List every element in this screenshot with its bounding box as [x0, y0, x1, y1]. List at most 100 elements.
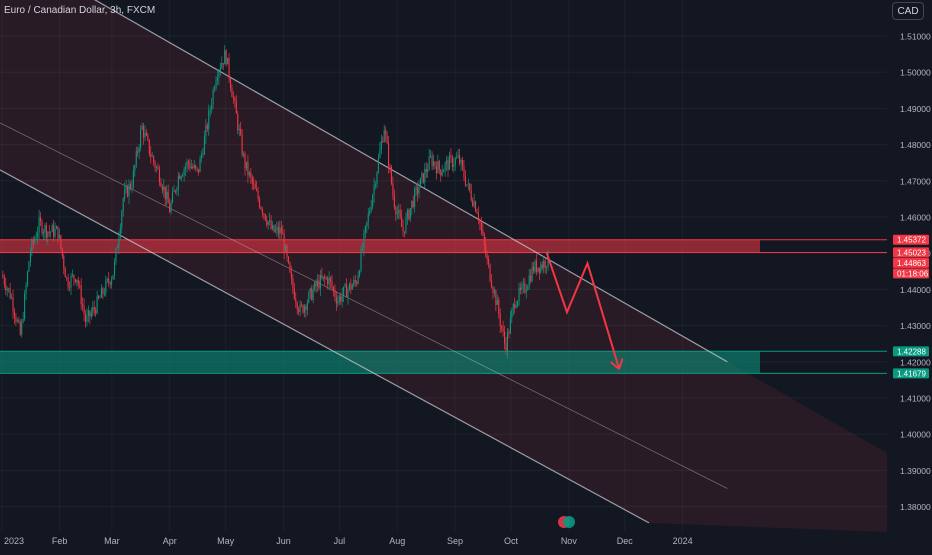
candle-body	[292, 278, 294, 289]
candle-body	[3, 277, 5, 285]
candle-body	[482, 229, 484, 234]
candle-body	[356, 282, 358, 284]
candle-body	[231, 88, 233, 97]
candle-body	[180, 176, 182, 179]
x-tick-label: Apr	[163, 536, 177, 546]
candle-body	[485, 244, 487, 256]
candle-body	[206, 125, 208, 129]
candle-body	[232, 96, 234, 99]
candle-body	[398, 210, 400, 213]
price-tag-label: 1.41679	[897, 369, 926, 378]
candle-body	[546, 266, 548, 268]
candle-body	[41, 221, 43, 234]
candle-body	[531, 266, 533, 282]
candle-body	[21, 321, 23, 335]
candle-body	[534, 260, 536, 272]
candle-body	[160, 182, 162, 187]
candle-body	[25, 285, 27, 295]
candle-body	[173, 190, 175, 193]
candle-body	[274, 229, 277, 232]
y-tick-label: 1.51000	[900, 32, 931, 42]
candle-body	[280, 227, 282, 234]
candle-body	[538, 267, 540, 273]
candle-body	[467, 183, 469, 185]
candle-body	[5, 284, 7, 291]
candle-body	[409, 208, 411, 220]
candle-body	[13, 311, 16, 317]
y-tick-label: 1.50000	[900, 68, 931, 78]
candle-body	[247, 161, 249, 176]
y-tick-label: 1.43000	[900, 321, 931, 331]
price-tag	[893, 247, 929, 258]
candle-body	[544, 260, 546, 268]
candle-body	[461, 159, 464, 167]
candle-body	[489, 264, 491, 281]
channel-midline	[0, 122, 728, 489]
channel-lower-line	[0, 169, 650, 524]
candle-body	[396, 212, 398, 215]
candle-body	[457, 155, 459, 158]
candle-body	[448, 155, 451, 170]
candle-body	[187, 161, 190, 164]
candle-body	[266, 220, 268, 225]
candle-body	[389, 166, 391, 168]
candle-body	[480, 222, 482, 230]
currency-button[interactable]: CAD	[892, 2, 924, 20]
candle-body	[515, 305, 517, 308]
candle-body	[473, 201, 475, 206]
candle-body	[437, 161, 439, 174]
candle-body	[224, 50, 226, 65]
candle-body	[479, 220, 481, 223]
replay-icon-overlay	[563, 516, 575, 528]
candle-body	[109, 282, 111, 285]
candle-body	[258, 198, 261, 208]
candle-body	[332, 287, 335, 290]
candle-body	[443, 170, 445, 173]
candle-body	[174, 190, 176, 192]
candle-body	[390, 166, 393, 184]
price-tag	[893, 257, 929, 268]
candle-body	[493, 290, 495, 293]
candle-body	[327, 278, 329, 285]
candle-body	[263, 213, 265, 215]
candle-body	[340, 296, 342, 302]
candle-body	[472, 200, 474, 206]
candle-body	[414, 189, 416, 207]
x-tick-label: Mar	[104, 536, 120, 546]
candle-body	[370, 206, 372, 212]
candle-body	[211, 104, 213, 110]
candle-body	[501, 325, 503, 329]
candle-body	[303, 306, 306, 313]
candle-body	[347, 289, 349, 298]
candle-body	[156, 167, 158, 169]
candle-body	[444, 163, 446, 171]
candle-body	[528, 275, 530, 287]
candle-body	[324, 276, 326, 279]
candle-body	[142, 125, 145, 138]
forecast-arrowhead	[618, 358, 624, 370]
candle-body	[248, 172, 250, 176]
candle-body	[189, 163, 191, 169]
candle-body	[167, 191, 169, 204]
candle-body	[425, 168, 427, 172]
candle-body	[522, 283, 524, 286]
candle-body	[364, 226, 366, 233]
price-tag	[893, 268, 929, 279]
candle-body	[269, 220, 271, 222]
candle-body	[58, 235, 60, 239]
candle-body	[446, 160, 448, 164]
candle-body	[19, 321, 21, 335]
candle-body	[376, 172, 378, 185]
candle-body	[137, 151, 139, 153]
candle-body	[234, 98, 236, 101]
price-tag	[893, 368, 929, 379]
candle-body	[154, 162, 156, 168]
candle-body	[119, 227, 121, 238]
candle-body	[285, 245, 287, 252]
x-tick-label: May	[217, 536, 235, 546]
candle-body	[533, 266, 535, 272]
candle-body	[306, 302, 308, 310]
candle-body	[312, 289, 314, 300]
